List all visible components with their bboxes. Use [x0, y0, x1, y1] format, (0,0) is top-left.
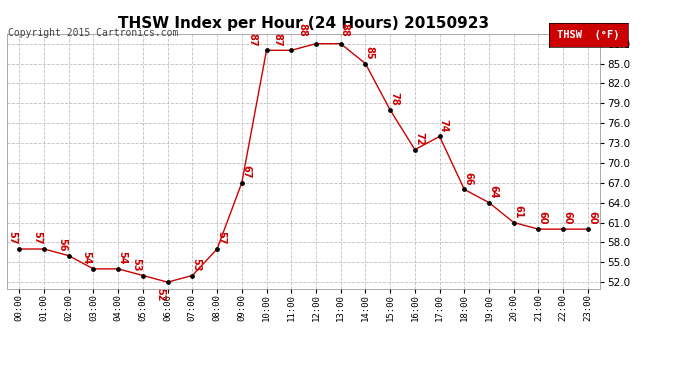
Point [384, 107, 395, 113]
Point [63, 253, 75, 259]
Point [509, 219, 520, 225]
Point [310, 40, 322, 46]
Point [484, 200, 495, 206]
Text: 57: 57 [216, 231, 226, 245]
Text: 74: 74 [439, 119, 449, 132]
Text: 72: 72 [414, 132, 424, 146]
Point [236, 180, 247, 186]
Text: 56: 56 [57, 238, 67, 252]
Point [212, 246, 223, 252]
Text: 53: 53 [192, 258, 201, 272]
Point [582, 226, 593, 232]
Text: 87: 87 [273, 33, 282, 46]
Point [112, 266, 124, 272]
Point [14, 246, 25, 252]
Point [533, 226, 544, 232]
Point [162, 279, 173, 285]
Point [88, 266, 99, 272]
Text: 60: 60 [562, 211, 573, 225]
Text: 60: 60 [587, 211, 597, 225]
Text: 57: 57 [8, 231, 17, 245]
Text: 60: 60 [538, 211, 548, 225]
Point [137, 273, 148, 279]
Text: 85: 85 [364, 46, 375, 59]
Text: THSW  (°F): THSW (°F) [557, 30, 620, 40]
Text: 66: 66 [464, 172, 473, 185]
Point [459, 186, 470, 192]
Point [39, 246, 50, 252]
Point [187, 273, 198, 279]
Point [434, 134, 445, 140]
Text: 87: 87 [248, 33, 257, 46]
Text: 88: 88 [340, 23, 350, 37]
Point [558, 226, 569, 232]
Point [360, 60, 371, 66]
Text: 64: 64 [489, 185, 498, 198]
Point [335, 40, 346, 46]
Text: 52: 52 [156, 288, 166, 302]
Point [261, 47, 272, 53]
Text: 88: 88 [297, 23, 307, 37]
Point [409, 147, 420, 153]
Text: Copyright 2015 Cartronics.com: Copyright 2015 Cartronics.com [8, 28, 179, 38]
Text: 61: 61 [513, 205, 523, 218]
Text: 78: 78 [389, 92, 400, 106]
Point [286, 47, 297, 53]
Text: 57: 57 [32, 231, 42, 245]
Text: 54: 54 [81, 251, 92, 265]
Text: 54: 54 [117, 251, 128, 265]
Text: 53: 53 [131, 258, 141, 272]
Title: THSW Index per Hour (24 Hours) 20150923: THSW Index per Hour (24 Hours) 20150923 [118, 16, 489, 31]
Text: 67: 67 [241, 165, 251, 178]
